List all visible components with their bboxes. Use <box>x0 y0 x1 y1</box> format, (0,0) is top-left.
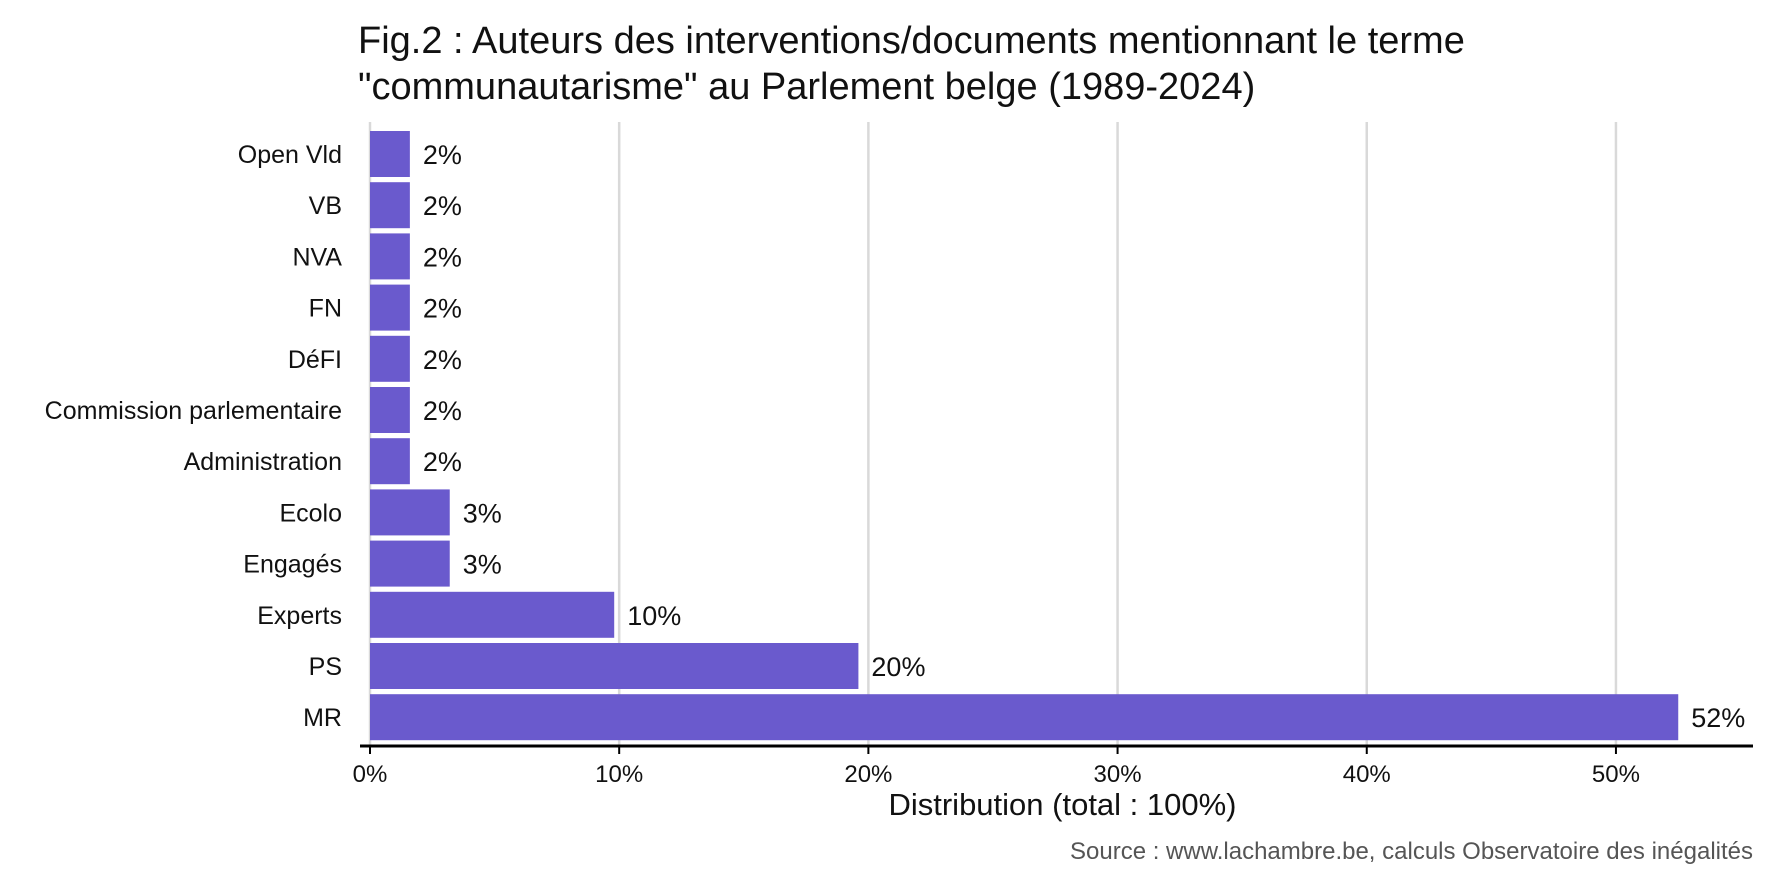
bar <box>370 233 410 280</box>
bar <box>370 694 1679 741</box>
category-label: PS <box>309 653 342 681</box>
category-label: Ecolo <box>279 499 342 527</box>
source-note: Source : www.lachambre.be, calculs Obser… <box>1070 838 1753 865</box>
x-tick-label: 20% <box>844 761 892 788</box>
bars <box>370 131 1679 741</box>
bar <box>370 131 410 177</box>
x-axis-label: Distribution (total : 100%) <box>888 787 1237 822</box>
bar <box>370 387 410 433</box>
category-label: Engagés <box>243 551 342 579</box>
value-label: 2% <box>423 447 462 477</box>
x-tick-label: 40% <box>1343 761 1391 788</box>
category-label: DéFI <box>288 346 342 374</box>
x-tick-label: 0% <box>353 761 388 788</box>
value-label: 2% <box>423 242 462 272</box>
category-label: MR <box>303 704 342 732</box>
category-label: FN <box>309 295 342 323</box>
bar <box>370 438 410 485</box>
value-label: 2% <box>423 191 462 221</box>
category-labels: Open Vld VB NVA FN DéFI Commission parlementa… <box>45 141 343 732</box>
x-tick-label: 30% <box>1094 761 1142 788</box>
value-label: 52% <box>1691 703 1745 733</box>
category-label: Open Vld <box>238 141 342 169</box>
value-label: 10% <box>627 601 681 631</box>
chart-title-line2: "communautarisme" au Parlement belge (19… <box>358 66 1256 108</box>
x-axis: 0% 10% 20% 30% 40% 50% <box>353 744 1753 788</box>
category-label: VB <box>309 192 342 220</box>
x-tick-label: 10% <box>595 761 643 788</box>
chart-title: Fig.2 : Auteurs des interventions/docume… <box>358 18 1738 110</box>
value-label: 2% <box>423 396 462 426</box>
value-label: 2% <box>423 345 462 375</box>
value-label: 2% <box>423 140 462 170</box>
value-label: 3% <box>463 550 502 580</box>
bar <box>370 182 410 229</box>
x-tick-label: 50% <box>1592 761 1640 788</box>
category-label: NVA <box>292 243 342 271</box>
bar <box>370 489 450 536</box>
value-labels: 2%2%2%2%2%2%2%3%3%10%20%52% <box>423 140 1745 733</box>
value-label: 3% <box>463 498 502 528</box>
bar <box>370 643 859 689</box>
category-label: Commission parlementaire <box>45 397 342 425</box>
value-label: 2% <box>423 294 462 324</box>
category-label: Experts <box>257 602 342 630</box>
bar <box>370 591 615 638</box>
chart-title-line1: Fig.2 : Auteurs des interventions/docume… <box>358 20 1465 62</box>
bar <box>370 335 410 382</box>
bar <box>370 284 410 331</box>
category-label: Administration <box>184 448 342 476</box>
value-label: 20% <box>871 652 925 682</box>
bar <box>370 540 450 587</box>
